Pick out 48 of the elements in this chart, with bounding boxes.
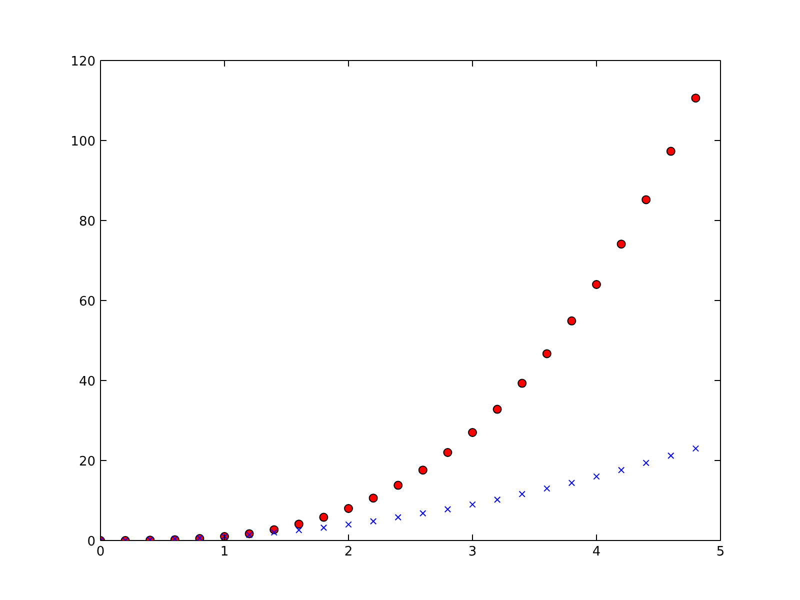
point — [616, 240, 626, 249]
point — [568, 480, 576, 486]
point — [542, 349, 552, 358]
point — [592, 280, 601, 289]
y-tick-label: 120 — [70, 54, 96, 70]
point — [642, 460, 650, 466]
point — [692, 445, 700, 452]
point — [418, 466, 428, 475]
point — [567, 316, 576, 326]
point — [618, 466, 625, 474]
point — [593, 473, 600, 480]
point — [320, 524, 328, 532]
point — [368, 494, 378, 503]
point — [468, 428, 477, 437]
x-tick-label: 5 — [716, 544, 725, 560]
point — [319, 512, 328, 522]
point — [370, 518, 377, 525]
point — [394, 480, 403, 490]
point — [270, 529, 278, 536]
point — [294, 520, 304, 529]
y-tick-label: 100 — [70, 134, 96, 150]
y-tick-label: 60 — [78, 294, 96, 310]
point — [518, 378, 527, 388]
point — [494, 496, 501, 504]
x-tick-label: 4 — [592, 544, 601, 560]
point — [420, 510, 426, 517]
y-tick-label: 40 — [78, 374, 96, 390]
point — [394, 514, 402, 521]
point — [345, 521, 352, 528]
point — [544, 485, 550, 492]
point — [246, 532, 253, 538]
point — [469, 501, 476, 508]
y-tick-label: 20 — [78, 454, 96, 470]
x-tick-label: 3 — [468, 544, 477, 560]
point — [296, 526, 302, 534]
x-tick-label: 1 — [220, 544, 229, 560]
x-tick-label: 2 — [344, 544, 353, 560]
point — [443, 448, 452, 457]
point — [642, 195, 651, 204]
point — [492, 404, 502, 414]
point — [668, 452, 674, 460]
point — [666, 146, 676, 156]
y-tick-label: 80 — [78, 214, 96, 230]
point — [691, 94, 700, 103]
point — [518, 490, 526, 498]
point — [344, 504, 353, 513]
point — [444, 506, 452, 513]
y-tick-label: 0 — [87, 534, 96, 550]
